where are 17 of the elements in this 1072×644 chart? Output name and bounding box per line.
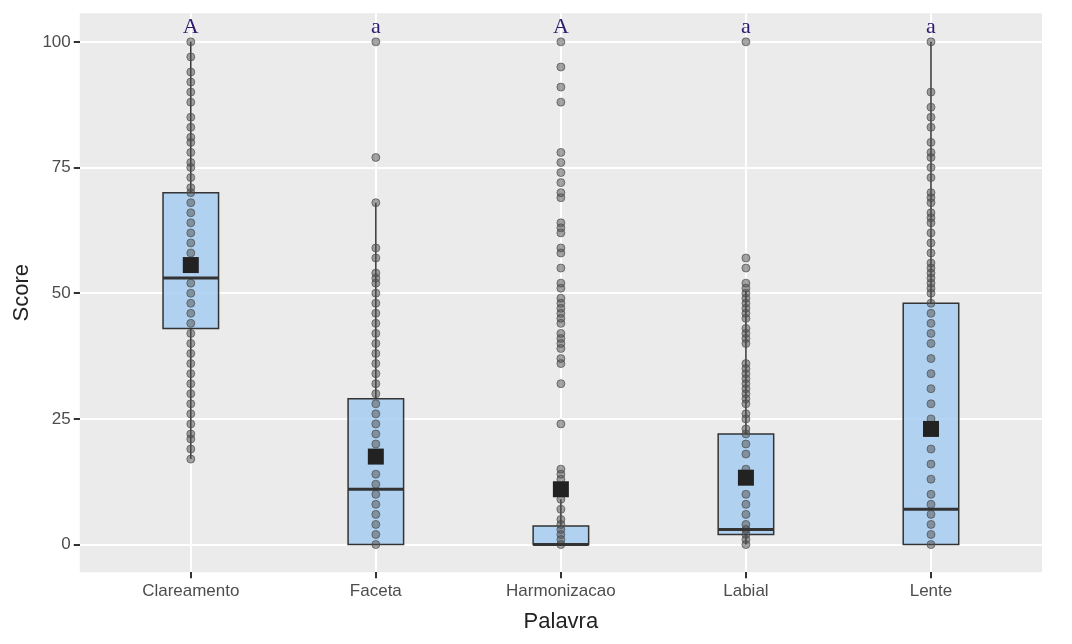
y-axis-title: Score bbox=[8, 263, 34, 322]
annotation: A bbox=[552, 12, 569, 38]
x-tick-label: Clareamento bbox=[142, 581, 240, 601]
annotation: a bbox=[370, 12, 381, 38]
x-axis-title: Palavra bbox=[523, 607, 599, 633]
y-tick-label: 0 bbox=[61, 534, 71, 554]
x-tick-label: Harmonizacao bbox=[506, 581, 616, 601]
y-tick-label: 75 bbox=[51, 157, 71, 177]
annotation: a bbox=[741, 12, 752, 38]
x-tick-label: Lente bbox=[909, 581, 953, 601]
x-tick-label: Labial bbox=[723, 581, 769, 601]
y-tick-label: 100 bbox=[42, 31, 71, 51]
y-tick-label: 50 bbox=[51, 282, 71, 302]
x-tick-label: Faceta bbox=[349, 581, 403, 601]
y-tick-label: 25 bbox=[51, 408, 71, 428]
annotation: a bbox=[926, 12, 937, 38]
annotation: A bbox=[182, 12, 199, 38]
